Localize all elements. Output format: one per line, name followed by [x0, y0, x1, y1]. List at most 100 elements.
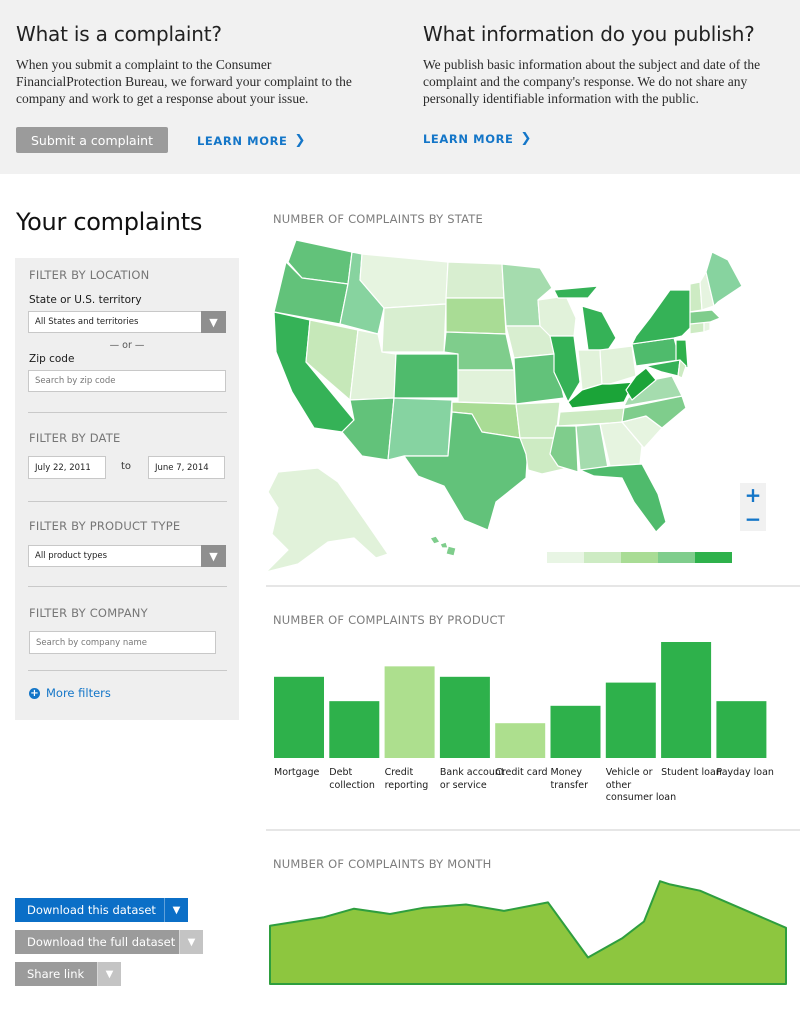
divider	[28, 670, 227, 671]
bar-money-transfer[interactable]	[550, 705, 601, 758]
bar-credit-card[interactable]	[495, 723, 546, 758]
chevron-right-icon: ❯	[294, 133, 306, 148]
what-is-complaint-title: What is a complaint?	[16, 22, 222, 46]
learn-more-label: LEARN MORE	[423, 131, 514, 146]
bar-label: Vehicle or other consumer loan	[605, 767, 677, 803]
legend-swatch	[695, 552, 732, 563]
bar-label: Payday loan	[716, 767, 774, 778]
learn-more-label: LEARN MORE	[197, 133, 288, 148]
divider	[28, 412, 227, 413]
state-wy	[381, 303, 447, 353]
bar-label: Student loan	[661, 767, 722, 778]
or-separator: — or —	[109, 340, 145, 351]
zip-input[interactable]: Search by zip code	[28, 370, 226, 392]
more-filters-link[interactable]: + More filters	[29, 686, 111, 700]
divider	[28, 586, 227, 587]
state-tx	[403, 411, 529, 531]
download-full-dataset-button[interactable]: Download the full dataset ▼	[15, 930, 203, 954]
state-ky	[567, 381, 635, 409]
chevron-down-icon[interactable]: ▼	[179, 930, 203, 954]
filter-location-heading: FILTER BY LOCATION	[29, 268, 150, 282]
state-label: State or U.S. territory	[29, 294, 142, 306]
product-bar-chart	[274, 642, 767, 758]
chevron-down-icon: ▼	[201, 545, 226, 567]
bar-mortgage[interactable]	[274, 676, 324, 758]
state-ar	[515, 401, 561, 439]
download-dataset-button[interactable]: Download this dataset ▼	[15, 898, 188, 922]
filter-company-heading: FILTER BY COMPANY	[29, 606, 148, 620]
page-title: Your complaints	[16, 208, 203, 236]
chevron-down-icon[interactable]: ▼	[164, 898, 188, 922]
state-nm	[387, 397, 453, 461]
state-ri	[703, 321, 711, 333]
bar-student-loan[interactable]	[661, 642, 712, 758]
company-search-input[interactable]: Search by company name	[29, 631, 216, 654]
bar-bank-account-or-service[interactable]	[439, 676, 490, 758]
info-band: What is a complaint? When you submit a c…	[0, 0, 800, 174]
date-to-label: to	[121, 461, 132, 472]
filter-product-heading: FILTER BY PRODUCT TYPE	[29, 519, 181, 533]
more-filters-label: More filters	[46, 686, 111, 700]
filter-date-heading: FILTER BY DATE	[29, 431, 121, 445]
chevron-down-icon[interactable]: ▼	[97, 962, 121, 986]
date-to-input[interactable]: June 7, 2014	[148, 456, 225, 479]
state-ks	[457, 369, 517, 405]
what-is-complaint-body: When you submit a complaint to the Consu…	[16, 57, 352, 106]
section-divider	[266, 585, 800, 587]
state-ak	[265, 467, 389, 572]
map-legend-scale	[547, 552, 732, 563]
legend-swatch	[584, 552, 621, 563]
download-full-label: Download the full dataset	[15, 930, 179, 954]
legend-swatch	[547, 552, 584, 563]
product-select-value: All product types	[35, 551, 108, 561]
bar-label: Money transfer	[550, 767, 589, 791]
legend-swatch	[621, 552, 658, 563]
bar-label: Credit reporting	[384, 767, 429, 791]
state-az	[341, 397, 395, 461]
section-divider	[266, 829, 800, 831]
chevron-right-icon: ❯	[520, 131, 532, 146]
bar-label: Credit card	[495, 767, 548, 778]
state-sd	[445, 297, 507, 335]
zoom-out-button[interactable]: −	[740, 507, 766, 531]
what-we-publish-section: What information do you publish? We publ…	[423, 22, 793, 107]
divider	[28, 501, 227, 502]
zoom-in-button[interactable]: +	[740, 483, 766, 507]
state-hi	[429, 535, 457, 557]
bar-payday-loan[interactable]	[716, 701, 767, 758]
state-ny	[631, 289, 695, 345]
state-fl	[579, 463, 667, 533]
state-mo	[513, 353, 565, 405]
plus-circle-icon: +	[29, 687, 40, 699]
bar-credit-reporting[interactable]	[384, 666, 435, 758]
share-link-button[interactable]: Share link ▼	[15, 962, 121, 986]
bar-label: Debt collection	[329, 767, 375, 791]
state-ga	[599, 421, 643, 467]
submit-complaint-button[interactable]: Submit a complaint	[16, 127, 168, 153]
date-from-input[interactable]: July 22, 2011	[28, 456, 106, 479]
bar-debt-collection[interactable]	[329, 701, 380, 758]
bar-label: Bank account or service	[439, 767, 505, 791]
month-section-title: NUMBER OF COMPLAINTS BY MONTH	[273, 857, 492, 871]
product-select[interactable]: All product types ▼	[28, 545, 226, 567]
state-co	[393, 353, 459, 399]
bar-label: Mortgage	[274, 767, 320, 778]
what-we-publish-title: What information do you publish?	[423, 22, 755, 46]
month-area-chart	[269, 880, 787, 985]
filter-panel: FILTER BY LOCATION State or U.S. territo…	[15, 258, 239, 720]
state-select[interactable]: All States and territories ▼	[28, 311, 226, 333]
state-mi	[553, 285, 617, 351]
us-states-map[interactable]	[258, 232, 748, 572]
legend-swatch	[658, 552, 695, 563]
state-ms	[549, 425, 579, 473]
state-in	[577, 349, 603, 391]
chevron-down-icon: ▼	[201, 311, 226, 333]
state-wv	[625, 367, 657, 401]
share-link-label: Share link	[15, 962, 97, 986]
what-is-complaint-section: What is a complaint? When you submit a c…	[16, 22, 376, 107]
map-section-title: NUMBER OF COMPLAINTS BY STATE	[273, 212, 483, 226]
learn-more-link-publish[interactable]: LEARN MORE ❯	[423, 131, 532, 146]
learn-more-link-complaint[interactable]: LEARN MORE ❯	[197, 133, 306, 148]
bar-vehicle-or-other-consumer-loan[interactable]	[605, 682, 656, 758]
state-me	[705, 251, 743, 307]
